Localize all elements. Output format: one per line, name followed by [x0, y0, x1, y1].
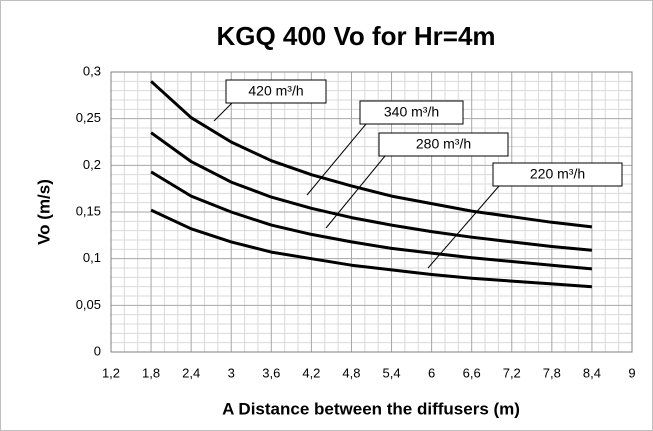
- label-box: [378, 132, 509, 157]
- x-tick-label: 3: [228, 365, 235, 380]
- x-tick-label: 8,4: [583, 365, 601, 380]
- x-tick-label: 2,4: [182, 365, 200, 380]
- leader-line: [213, 102, 233, 122]
- y-tick-label: 0,2: [83, 157, 101, 172]
- y-tick-label: 0: [94, 343, 101, 358]
- series-label: 340 m³/h: [384, 104, 439, 120]
- y-tick-label: 0,25: [76, 110, 101, 125]
- leader-line: [325, 155, 386, 229]
- x-axis-label: A Distance between the diffusers (m): [222, 399, 520, 418]
- series-line: [150, 170, 593, 271]
- x-tick-label: 1,2: [102, 365, 120, 380]
- y-tick-label: 0,05: [76, 297, 101, 312]
- plot: 420 m³/h 340 m³/h 280 m³/h 220 m³/h: [150, 79, 623, 289]
- x-tick-label: 9: [628, 365, 635, 380]
- x-tick-label: 4,2: [302, 365, 320, 380]
- series-label: 220 m³/h: [530, 166, 585, 182]
- label-box: [225, 79, 327, 104]
- series-line: [150, 80, 593, 229]
- x-tick-label: 5,4: [382, 365, 400, 380]
- y-tick-label: 0,1: [83, 250, 101, 265]
- plot-border: [110, 71, 633, 353]
- chart-title: KGQ 400 Vo for Hr=4m: [216, 21, 495, 51]
- x-tick-label: 6: [428, 365, 435, 380]
- series-label: 420 m³/h: [248, 83, 303, 99]
- y-tick-label: 0,3: [83, 63, 101, 78]
- x-tick-label: 6,6: [463, 365, 481, 380]
- leader-line: [306, 123, 367, 196]
- x-tick-label: 7,2: [503, 365, 521, 380]
- x-tick-label: 7,8: [543, 365, 561, 380]
- series-line: [150, 131, 593, 252]
- leader-line: [427, 185, 500, 269]
- y-axis-label: Vo (m/s): [34, 179, 53, 245]
- series-line: [150, 208, 593, 289]
- series-label: 280 m³/h: [416, 136, 471, 152]
- x-tick-label: 3,6: [262, 365, 280, 380]
- y-tick-label: 0,15: [76, 203, 101, 218]
- label-box: [359, 100, 464, 125]
- x-tick-label: 1,8: [142, 365, 160, 380]
- x-tick-label: 4,8: [342, 365, 360, 380]
- label-box: [492, 162, 623, 187]
